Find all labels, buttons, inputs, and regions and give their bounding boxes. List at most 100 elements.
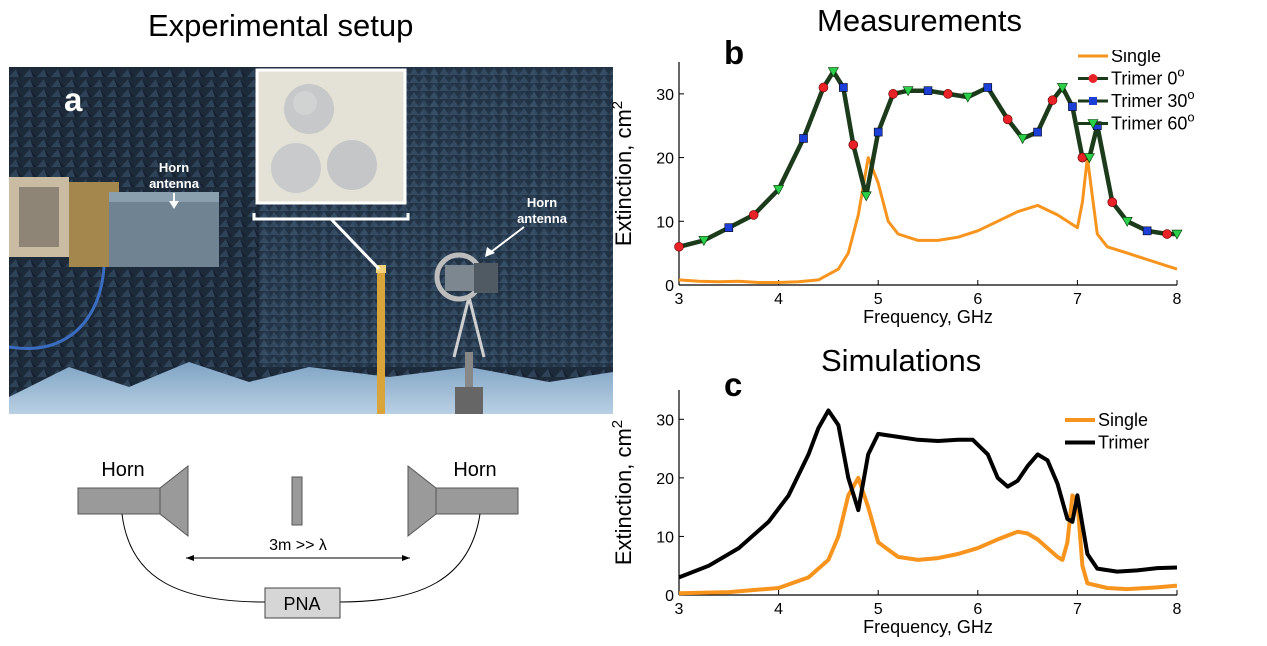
marker-triangle <box>827 67 839 78</box>
marker-circle <box>1162 229 1172 239</box>
x-axis-label: Frequency, GHz <box>863 617 993 637</box>
x-tick-label: 7 <box>1073 601 1082 618</box>
schematic-horn-right-label: Horn <box>453 459 496 481</box>
legend-marker <box>1088 74 1098 83</box>
chart-simulations: 3 4 5 6 7 8 0 10 20 30 Frequency, GHz Extinction, c… <box>609 390 1182 637</box>
marker-triangle <box>698 236 710 247</box>
marker-triangle <box>902 86 914 97</box>
cable <box>9 266 106 350</box>
x-tick-label: 8 <box>1173 291 1182 308</box>
setup-schematic: Horn Horn 3m >> λ PNA <box>77 459 519 619</box>
schematic-horn-right <box>435 487 519 515</box>
series-line-trimer <box>678 408 1178 580</box>
trimer-line <box>678 67 1177 249</box>
x-tick-label: 5 <box>874 601 883 618</box>
distance-label: 3m >> λ <box>269 537 327 554</box>
cable-left <box>121 513 266 603</box>
chart-measurements: 3 4 5 6 7 8 0 10 20 30 Frequency, GHz Extinction, c… <box>609 50 1195 327</box>
marker-circle <box>1002 114 1013 125</box>
legend-marker <box>1089 97 1097 105</box>
x-tick-label: 4 <box>774 601 783 618</box>
x-tick-label: 8 <box>1173 601 1182 618</box>
y-tick-label: 30 <box>656 412 674 429</box>
marker-triangle <box>1171 229 1183 240</box>
marker-square <box>724 223 734 232</box>
trimer-inset-photo <box>255 68 407 205</box>
marker-circle <box>888 89 898 99</box>
y-tick-label: 20 <box>656 471 674 488</box>
y-tick-label: 20 <box>656 151 674 168</box>
schematic-sample <box>291 476 303 526</box>
y-axis-label-superscript: 2 <box>609 420 626 428</box>
marker-square <box>799 134 808 143</box>
y-tick-label: 10 <box>656 529 674 546</box>
marker-triangle <box>1017 134 1029 145</box>
horn-left-label-2: antenna <box>149 176 200 191</box>
x-tick-label: 7 <box>1073 291 1082 308</box>
x-tick-label: 3 <box>675 291 684 308</box>
left-horn-antenna <box>9 177 219 267</box>
sample-pole <box>377 267 385 414</box>
right-horn-antenna <box>434 252 498 414</box>
schematic-horn-left-label: Horn <box>101 459 144 481</box>
marker-square <box>1033 127 1042 137</box>
y-axis-label: Extinction, cm2 <box>609 420 636 565</box>
legend-label: Trimer 60o <box>1111 110 1195 134</box>
cable-right <box>339 513 481 603</box>
legend-label: Trimer <box>1098 433 1149 453</box>
schematic-horn-left <box>77 487 161 515</box>
x-tick-label: 5 <box>874 291 883 308</box>
marker-square <box>1142 226 1152 236</box>
marker-triangle <box>1056 83 1068 94</box>
y-tick-label: 10 <box>656 214 674 231</box>
pna-label: PNA <box>283 594 320 614</box>
panel-label-b: b <box>724 34 745 71</box>
horn-right-label-2: antenna <box>517 211 568 226</box>
marker-triangle <box>1121 216 1133 227</box>
horn-right-label-1: Horn <box>527 195 557 210</box>
legend-label: Trimer 0o <box>1111 65 1185 89</box>
series-line-single <box>678 156 1178 284</box>
legend-label: Single <box>1111 50 1161 66</box>
x-tick-label: 6 <box>973 291 982 308</box>
legend-label: Single <box>1098 410 1148 430</box>
y-tick-label: 0 <box>665 278 674 295</box>
marker-circle <box>674 241 684 252</box>
marker-triangle <box>773 185 785 196</box>
panel-label-a: a <box>64 81 83 118</box>
marker-square <box>1068 102 1077 111</box>
x-tick-label: 4 <box>774 291 783 308</box>
y-tick-label: 30 <box>656 87 674 104</box>
marker-square <box>873 127 883 137</box>
chart-c-title: Simulations <box>821 343 982 378</box>
marker-square <box>983 83 993 92</box>
pna-box <box>264 587 341 619</box>
marker-square <box>923 86 933 95</box>
marker-circle <box>748 210 759 220</box>
x-axis-label: Frequency, GHz <box>863 307 993 327</box>
legend-label-superscript: o <box>1187 87 1194 102</box>
panel-label-c: c <box>724 366 743 403</box>
marker-square <box>839 83 848 92</box>
marker-circle <box>1047 95 1058 106</box>
marker-triangle <box>1083 153 1095 164</box>
chart-b-title: Measurements <box>817 3 1023 38</box>
y-axis-label: Extinction, cm2 <box>609 101 636 246</box>
arrow-right <box>490 226 525 253</box>
series-line-single <box>678 475 1178 596</box>
marker-circle <box>848 140 859 150</box>
marker-triangle <box>860 191 872 202</box>
x-tick-label: 3 <box>675 601 684 618</box>
legend-marker <box>1087 119 1099 130</box>
marker-circle <box>943 89 953 99</box>
legend-label-superscript: o <box>1187 110 1194 125</box>
x-tick-label: 6 <box>973 601 982 618</box>
horn-left-label-1: Horn <box>159 160 189 175</box>
y-tick-label: 0 <box>665 588 674 605</box>
marker-circle <box>818 82 829 93</box>
legend-label: Trimer 30o <box>1111 87 1195 111</box>
setup-title: Experimental setup <box>148 8 414 43</box>
marker-circle <box>1107 197 1118 207</box>
legend-label-superscript: o <box>1177 65 1184 80</box>
marker-triangle <box>962 92 974 103</box>
